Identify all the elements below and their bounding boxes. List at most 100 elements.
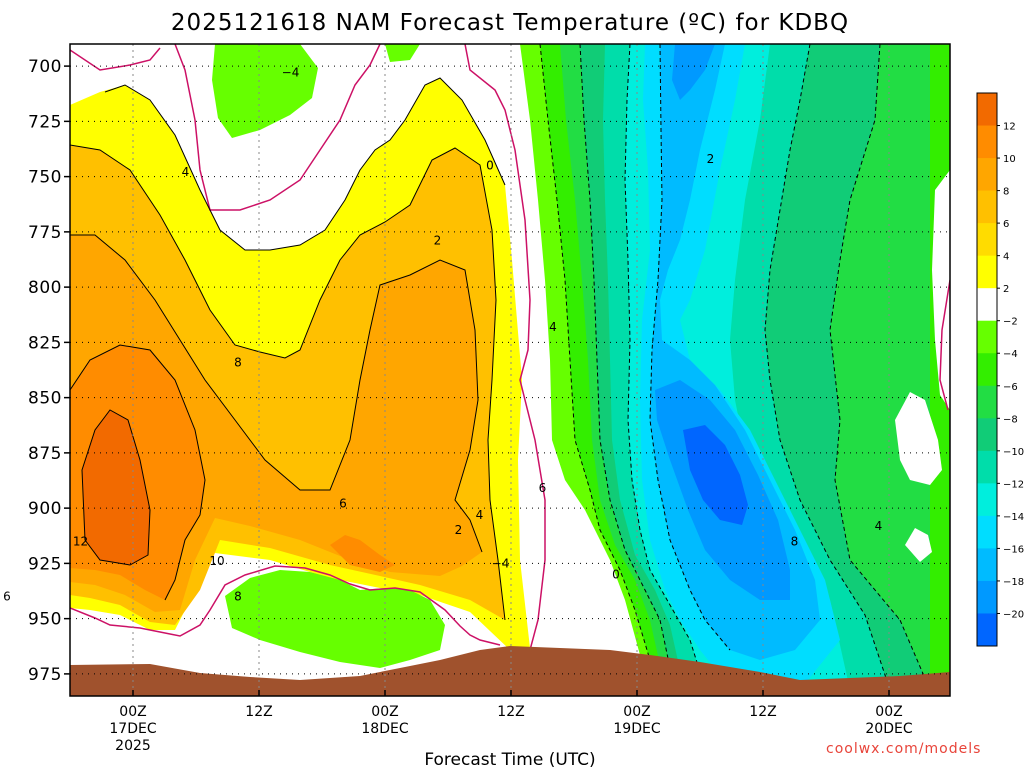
x-tick-label: 19DEC (613, 721, 660, 737)
y-tick-label: 725 (28, 112, 62, 132)
x-tick-label: 18DEC (361, 721, 408, 737)
y-tick-label: 975 (28, 665, 62, 685)
contour-label: 10 (209, 554, 224, 568)
contour-label: 0 (612, 567, 620, 581)
colorbar-swatch (977, 418, 997, 452)
y-tick-label: 800 (28, 278, 62, 298)
contour-label: 8 (791, 534, 799, 548)
terrain (70, 646, 950, 696)
colorbar-label: 6 (1003, 219, 1009, 230)
y-tick-label: 950 (28, 610, 62, 630)
freezing-line (70, 44, 546, 651)
warm-contours (70, 77, 506, 621)
contour-label: 12 (73, 534, 88, 548)
x-tick-label: 17DEC (109, 721, 156, 737)
colorbar-swatch (977, 288, 997, 322)
credit-text: coolwx.com/models (826, 741, 982, 757)
x-tick-label: 12Z (749, 704, 776, 720)
colorbar-label: −6 (1003, 382, 1018, 393)
temp-region-cold-aloft-b (385, 44, 420, 62)
colorbar-swatch (977, 255, 997, 289)
y-tick-label: 925 (28, 554, 62, 574)
colorbar-swatch (977, 158, 997, 192)
contour-label: −4 (492, 556, 510, 570)
x-tick-label: 00Z (119, 704, 146, 720)
x-axis-label: Forecast Time (UTC) (424, 750, 595, 768)
y-tick-label: 775 (28, 223, 62, 243)
colorbar-label: −12 (1003, 479, 1024, 490)
x-tick-label: 00Z (371, 704, 398, 720)
cold-contours (539, 44, 931, 691)
contour-label: −4 (282, 66, 300, 80)
colorbar-label: −8 (1003, 414, 1018, 425)
y-axis: 700 725 750 775 800 825 850 875 900 925 950 975 (28, 57, 70, 685)
colorbar-swatch (977, 450, 997, 484)
colorbar-label: −16 (1003, 544, 1024, 555)
temp-region-above-m2-east (932, 170, 950, 410)
colorbar-label: −10 (1003, 447, 1024, 458)
x-tick-label: 2025 (115, 738, 151, 754)
temp-region-cold-aloft (212, 44, 318, 138)
colorbar-swatch (977, 548, 997, 582)
y-tick-label: 850 (28, 389, 62, 409)
y-tick-label: 900 (28, 499, 62, 519)
contour-labels: −4024248126624−41068084620−2−4−12−8−6−4−… (3, 66, 998, 604)
colorbar-label: −14 (1003, 512, 1024, 523)
contour-label: 2 (707, 152, 715, 166)
colorbar-label: −20 (1003, 609, 1024, 620)
colorbar-swatch (977, 93, 997, 127)
x-tick-label: 12Z (245, 704, 272, 720)
contour-label: 6 (539, 481, 547, 495)
contour-label: 2 (434, 234, 442, 248)
colorbar: 12 10 8 6 4 2 −2 −4 −6 −8 −10 −12 −14 −16 −18 −20 (976, 92, 1024, 647)
x-tick-label: 12Z (497, 704, 524, 720)
y-tick-label: 750 (28, 168, 62, 188)
chart-title: 2025121618 NAM Forecast Temperature (ºC)… (171, 10, 849, 36)
x-tick-label: 00Z (875, 704, 902, 720)
temp-region-10-to-12 (82, 410, 150, 565)
colorbar-swatch (977, 125, 997, 159)
temp-region-cold-pocket (225, 570, 445, 668)
grid (70, 44, 950, 696)
colorbar-swatch (977, 223, 997, 257)
colorbar-label: −2 (1003, 317, 1018, 328)
colorbar-swatch (977, 580, 997, 614)
y-tick-label: 700 (28, 57, 62, 77)
colorbar-swatch (977, 483, 997, 517)
colorbar-swatch (977, 190, 997, 224)
freezing-line-b (70, 565, 501, 646)
y-tick-label: 875 (28, 444, 62, 464)
temp-region-m18-to-m20 (672, 44, 715, 100)
contour-label: 4 (549, 320, 557, 334)
temp-region-below-m20 (683, 425, 748, 525)
temp-region-above-m2-east-b (895, 392, 942, 485)
colorbar-label: −4 (1003, 349, 1018, 360)
contour-label: 0 (486, 159, 494, 173)
colorbar-label: 12 (1003, 122, 1016, 133)
contour-label: 4 (875, 519, 883, 533)
plot-frame (69, 43, 951, 697)
x-tick-label: 20DEC (865, 721, 912, 737)
freezing-line-c (939, 279, 950, 411)
contour-label: 4 (182, 165, 190, 179)
colorbar-frame (976, 92, 998, 647)
colorbar-swatch (977, 515, 997, 549)
colorbar-label: 10 (1003, 154, 1016, 165)
colorbar-swatch (977, 613, 997, 647)
colorbar-label: 2 (1003, 284, 1009, 295)
colorbar-swatch (977, 353, 997, 387)
colorbar-label: −18 (1003, 577, 1024, 588)
colorbar-swatch (977, 385, 997, 419)
contour-label: 2 (455, 523, 463, 537)
plot-area (70, 44, 950, 696)
contour-label: 6 (339, 497, 347, 511)
colorbar-swatch (977, 320, 997, 354)
colorbar-label: 4 (1003, 252, 1009, 263)
x-tick-label: 00Z (623, 704, 650, 720)
temp-region-8-to-10-b (330, 535, 395, 572)
colorbar-label: 8 (1003, 187, 1009, 198)
contour-label: 6 (3, 590, 11, 604)
y-tick-label: 825 (28, 333, 62, 353)
